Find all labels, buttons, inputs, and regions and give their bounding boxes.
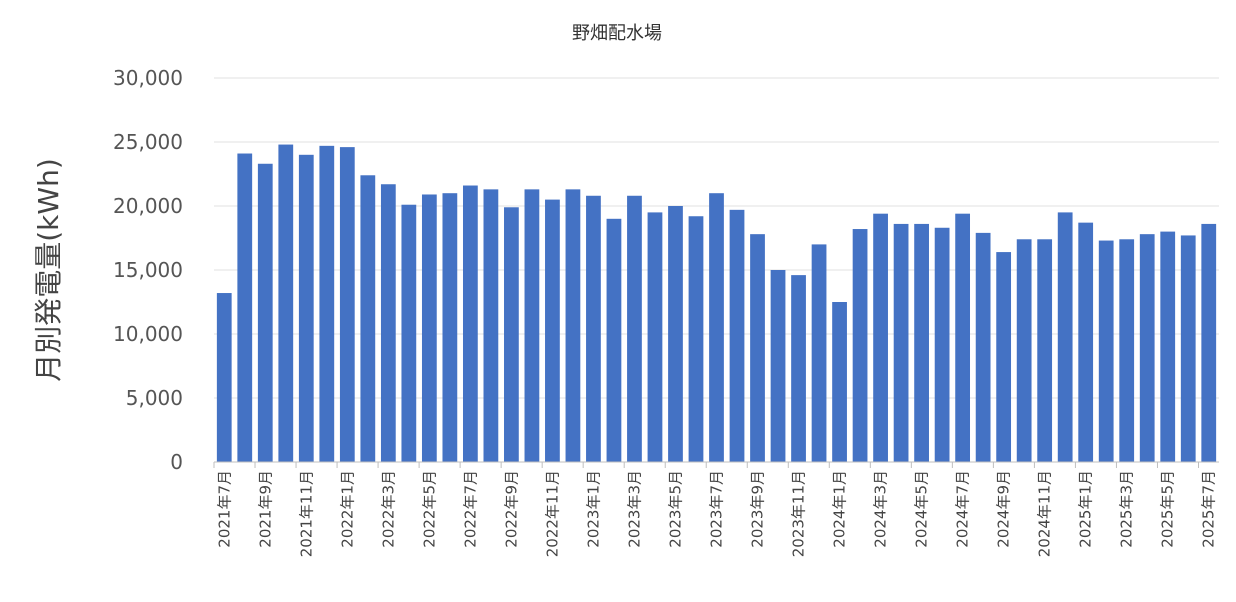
x-tick-label: 2022年1月 <box>338 470 356 548</box>
bar <box>1016 239 1032 462</box>
bar <box>421 194 437 463</box>
y-tick-label: 0 <box>170 450 183 474</box>
x-tick-label: 2023年3月 <box>625 470 643 548</box>
chart-title: 野畑配水場 <box>572 23 662 44</box>
x-tick-label: 2024年3月 <box>872 470 890 548</box>
bar <box>216 293 232 462</box>
bar <box>811 244 827 462</box>
y-tick-label: 20,000 <box>113 194 183 218</box>
bar <box>627 195 642 462</box>
bar <box>504 207 519 462</box>
bar <box>462 185 478 462</box>
x-tick-label: 2023年5月 <box>666 470 684 548</box>
bar <box>1139 234 1155 462</box>
bar <box>975 232 991 462</box>
bar <box>934 227 950 462</box>
bar <box>401 204 417 462</box>
bar <box>647 212 663 462</box>
x-tick-label: 2025年7月 <box>1200 470 1218 548</box>
bar <box>668 206 683 462</box>
bar <box>1037 239 1053 462</box>
x-tick-label: 2021年11月 <box>297 470 315 557</box>
y-tick-label: 5,000 <box>126 386 183 410</box>
bar <box>1078 222 1094 462</box>
x-tick-label: 2025年3月 <box>1118 470 1136 548</box>
bar <box>914 223 929 462</box>
x-tick-label: 2025年1月 <box>1077 470 1095 548</box>
x-tick-label: 2022年11月 <box>543 470 561 557</box>
x-tick-label: 2024年7月 <box>954 470 972 548</box>
y-tick-label: 25,000 <box>113 130 183 154</box>
x-tick-label: 2023年11月 <box>790 470 808 557</box>
x-tick-label: 2023年9月 <box>749 470 767 548</box>
x-tick-label: 2023年7月 <box>708 470 726 548</box>
bar <box>1160 231 1176 462</box>
bar <box>688 216 704 462</box>
bar <box>339 147 355 462</box>
bar <box>955 213 971 462</box>
x-tick-label: 2021年7月 <box>215 470 233 548</box>
x-tick-label: 2022年7月 <box>461 470 479 548</box>
y-tick-labels: 0 5,000 10,000 15,000 20,000 25,000 30,000 <box>113 66 183 474</box>
x-tick-label: 2022年9月 <box>502 470 520 548</box>
x-tick-label: 2022年5月 <box>420 470 438 548</box>
bar <box>1119 239 1135 462</box>
bar <box>586 195 601 462</box>
y-axis-label: 月別発電量(kWh) <box>32 158 65 382</box>
x-tick-label: 2025年5月 <box>1159 470 1177 548</box>
x-tick-label: 2024年9月 <box>995 470 1013 548</box>
bar <box>257 163 273 462</box>
bar <box>996 252 1012 462</box>
bar <box>442 193 458 462</box>
bar <box>380 184 396 463</box>
bar <box>524 189 540 463</box>
bar <box>873 213 888 462</box>
bar <box>893 223 909 462</box>
bar <box>319 145 335 462</box>
bar <box>278 144 294 462</box>
bar <box>545 199 560 462</box>
bar <box>483 189 499 463</box>
bar <box>729 209 745 462</box>
bar <box>852 229 868 462</box>
y-tick-label: 10,000 <box>113 322 183 346</box>
bar <box>1201 223 1217 462</box>
bar <box>791 275 806 462</box>
x-tick-label: 2024年1月 <box>831 470 849 548</box>
x-tick-label: 2024年5月 <box>913 470 931 548</box>
bars <box>216 144 1217 463</box>
x-tick-label: 2021年9月 <box>256 470 274 548</box>
x-tick-label: 2024年11月 <box>1036 470 1054 557</box>
x-tick-label: 2022年3月 <box>379 470 397 548</box>
bar <box>606 218 622 462</box>
bar <box>237 153 253 462</box>
bar <box>832 302 847 462</box>
y-tick-label: 15,000 <box>113 258 183 282</box>
x-tick-labels: 2021年7月 2021年9月 2021年11月 2022年1月 2022年3月 2022… <box>215 470 1217 557</box>
bar <box>750 234 765 462</box>
bar <box>709 193 724 462</box>
bar <box>1098 240 1114 462</box>
bar <box>360 175 376 462</box>
x-tick-label: 2023年1月 <box>584 470 602 548</box>
x-tick-marks <box>213 462 1199 468</box>
bar <box>1057 212 1073 462</box>
bar <box>770 270 786 462</box>
bar <box>298 154 314 463</box>
bar <box>565 189 581 463</box>
y-tick-label: 30,000 <box>113 66 183 90</box>
bar <box>1180 235 1196 462</box>
